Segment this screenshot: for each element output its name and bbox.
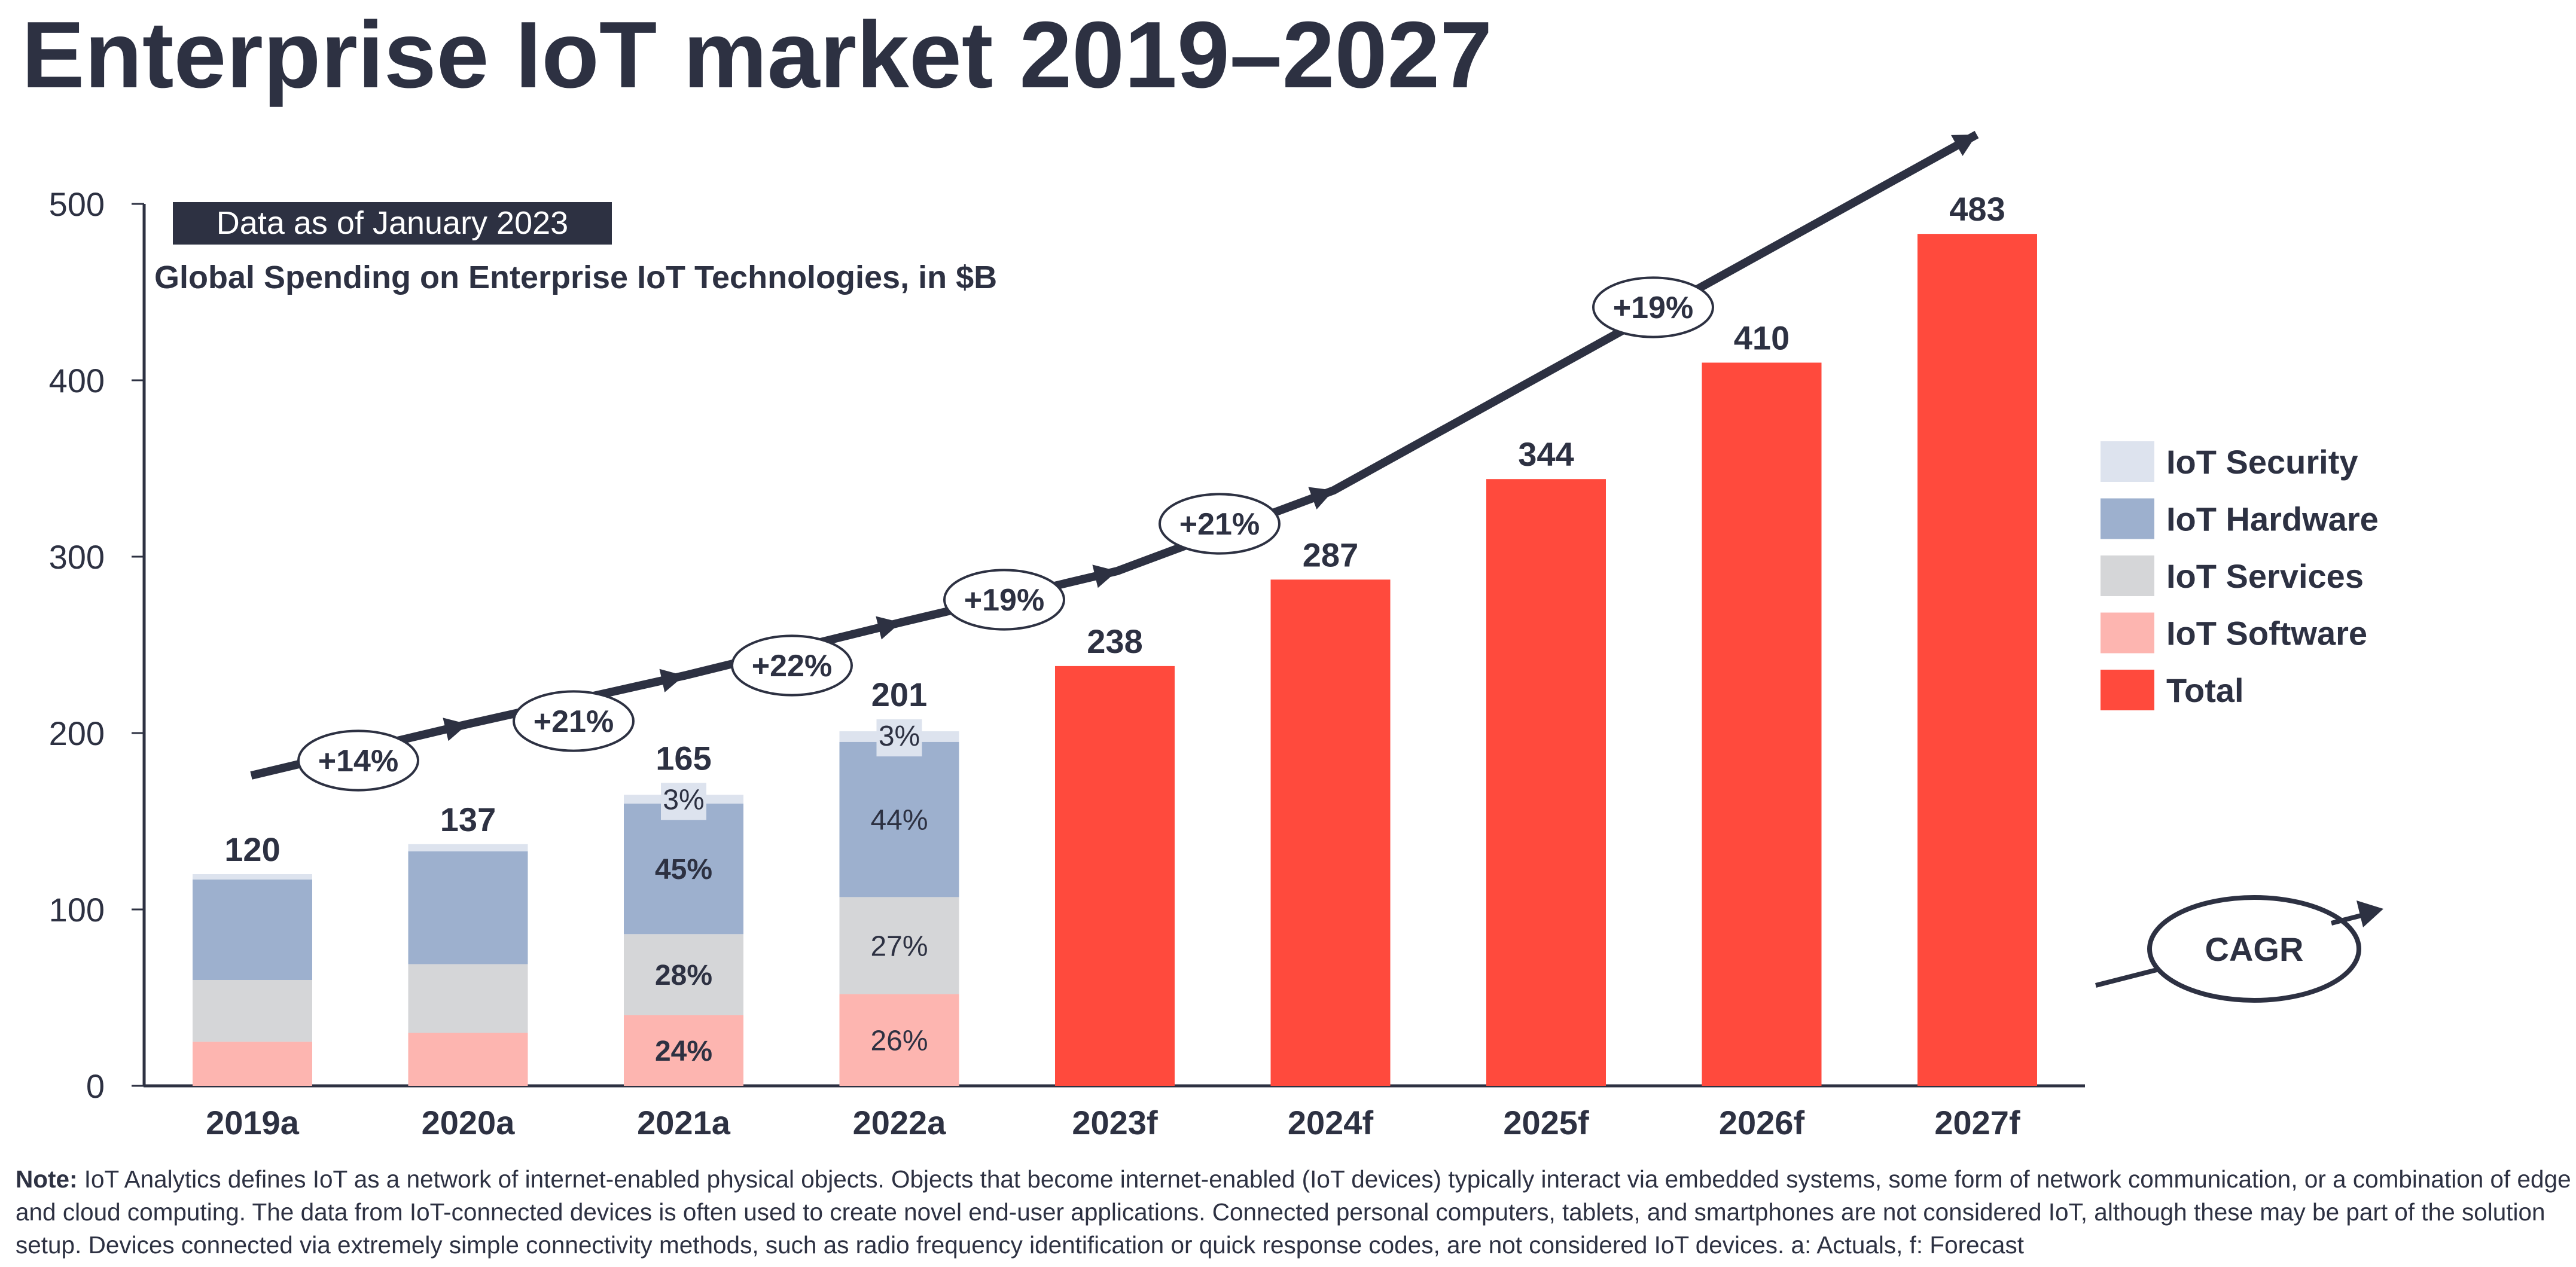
segment-label: 45%	[655, 854, 712, 886]
data-date-badge	[173, 202, 612, 245]
bar-segment-iot-services-2021a	[624, 934, 743, 1015]
y-ticks: 0 100 200 300 400 500	[49, 185, 144, 1105]
bar-segment-iot-hardware-2019a	[193, 879, 312, 980]
growth-rate-bubble	[731, 634, 853, 697]
cagr-label: CAGR	[2205, 930, 2304, 968]
growth-rate-bubble	[943, 569, 1065, 631]
bar-segment-iot-security-2019a	[193, 874, 312, 880]
total-value-label: 287	[1303, 536, 1358, 573]
data-date-badge-text: Data as of January 2023	[217, 205, 568, 241]
legend-swatch-software	[2101, 612, 2154, 654]
growth-rate-label: +19%	[1613, 291, 1693, 325]
total-value-label: 120	[224, 831, 280, 868]
x-tick-label: 2019a	[206, 1104, 300, 1141]
bar-segment-iot-services-2020a	[408, 964, 528, 1033]
growth-rate-label: +14%	[318, 744, 398, 778]
bar-segment-iot-software-2021a	[624, 1015, 743, 1086]
legend-label-services: IoT Services	[2166, 557, 2364, 595]
legend-swatch-services	[2101, 555, 2154, 596]
segment-label: 3%	[879, 720, 920, 752]
legend-label-security: IoT Security	[2166, 443, 2358, 481]
chart-subtitle: Global Spending on Enterprise IoT Techno…	[154, 259, 997, 295]
cagr-arrow-in	[2095, 967, 2160, 988]
page-title: Enterprise IoT market 2019–2027	[22, 2, 1492, 108]
cagr-arrowhead-icon	[2356, 900, 2383, 927]
total-value-label: 483	[1949, 190, 2005, 228]
bar-total-2023f	[1055, 665, 1175, 1086]
bar-segment-iot-security-2020a	[408, 844, 528, 851]
growth-rate-label: +21%	[1179, 507, 1260, 542]
x-tick-label: 2024f	[1288, 1104, 1374, 1141]
security-label-bg	[876, 719, 922, 757]
total-value-label: 165	[656, 739, 711, 777]
arrowhead-icon	[1951, 135, 1977, 156]
bar-segment-iot-services-2019a	[193, 980, 312, 1042]
total-value-label: 410	[1734, 319, 1790, 357]
y-tick-label: 200	[49, 715, 105, 752]
arrowhead-icon	[1308, 487, 1334, 510]
x-tick-label: 2023f	[1072, 1104, 1158, 1141]
growth-rate-bubble	[297, 729, 419, 792]
y-tick-label: 300	[49, 538, 105, 576]
bar-segment-iot-hardware-2020a	[408, 851, 528, 964]
segment-label: 26%	[870, 1025, 928, 1057]
security-label-bg	[661, 783, 706, 820]
legend-swatch-security	[2101, 441, 2154, 482]
x-tick-label: 2027f	[1934, 1104, 2020, 1141]
footnote: Note: IoT Analytics defines IoT as a net…	[16, 1163, 2575, 1262]
x-tick-label: 2021a	[637, 1104, 731, 1141]
x-tick-label: 2026f	[1719, 1104, 1805, 1141]
bar-segment-iot-hardware-2022a	[839, 741, 959, 897]
total-value-label: 238	[1087, 622, 1142, 660]
cagr-ellipse	[2147, 895, 2361, 1003]
growth-rate-label: +21%	[534, 704, 614, 739]
bar-total-2024f	[1270, 579, 1391, 1086]
footnote-label: Note:	[16, 1165, 78, 1193]
x-tick-label: 2022a	[853, 1104, 947, 1141]
legend-swatch-total	[2101, 670, 2154, 710]
bar-labels: 120 2019a 137 2020a 24% 28% 45% 3% 165 2021a 26% 27…	[206, 190, 2020, 1141]
arrowhead-icon	[1092, 564, 1117, 588]
growth-arrow: +14% +21% +22% +19% +21% +19%	[250, 130, 1979, 792]
segment-label: 3%	[663, 784, 704, 816]
total-value-label: 137	[440, 801, 496, 838]
arrowhead-icon	[443, 718, 468, 741]
total-value-label: 344	[1518, 435, 1574, 473]
legend-label-total: Total	[2166, 671, 2244, 709]
segment-label: 28%	[655, 960, 712, 991]
bar-total-2025f	[1486, 479, 1606, 1086]
arrowhead-icon	[659, 668, 684, 692]
bar-segment-iot-software-2022a	[839, 994, 959, 1086]
growth-rate-bubble	[1592, 276, 1714, 338]
growth-rate-bubble	[513, 690, 635, 752]
growth-rate-label: +22%	[752, 649, 832, 683]
y-tick-label: 0	[86, 1067, 105, 1105]
footnote-text: IoT Analytics defines IoT as a network o…	[16, 1165, 2571, 1259]
growth-rate-label: +19%	[964, 583, 1044, 618]
segment-label: 44%	[870, 805, 928, 836]
bar-segment-iot-hardware-2021a	[624, 804, 743, 935]
bars	[193, 234, 2037, 1086]
bar-segment-iot-software-2020a	[408, 1033, 528, 1086]
growth-rate-bubble	[1159, 493, 1281, 555]
legend-label-hardware: IoT Hardware	[2166, 500, 2379, 538]
bar-total-2027f	[1917, 234, 2037, 1086]
x-tick-label: 2020a	[422, 1104, 516, 1141]
y-tick-label: 400	[49, 362, 105, 399]
bar-segment-iot-software-2019a	[193, 1042, 312, 1086]
cagr-legend: CAGR	[2095, 895, 2383, 1003]
bar-segment-iot-services-2022a	[839, 897, 959, 994]
legend-swatch-hardware	[2101, 498, 2154, 539]
bar-total-2026f	[1702, 362, 1822, 1086]
legend: IoT Security IoT Hardware IoT Services IoT …	[2101, 441, 2379, 710]
segment-label: 27%	[870, 930, 928, 962]
legend-label-software: IoT Software	[2166, 615, 2367, 652]
x-tick-label: 2025f	[1503, 1104, 1589, 1141]
y-tick-label: 100	[49, 891, 105, 929]
arrowhead-icon	[876, 616, 901, 640]
y-tick-label: 500	[49, 185, 105, 223]
total-value-label: 201	[871, 676, 927, 713]
segment-label: 24%	[655, 1036, 712, 1067]
